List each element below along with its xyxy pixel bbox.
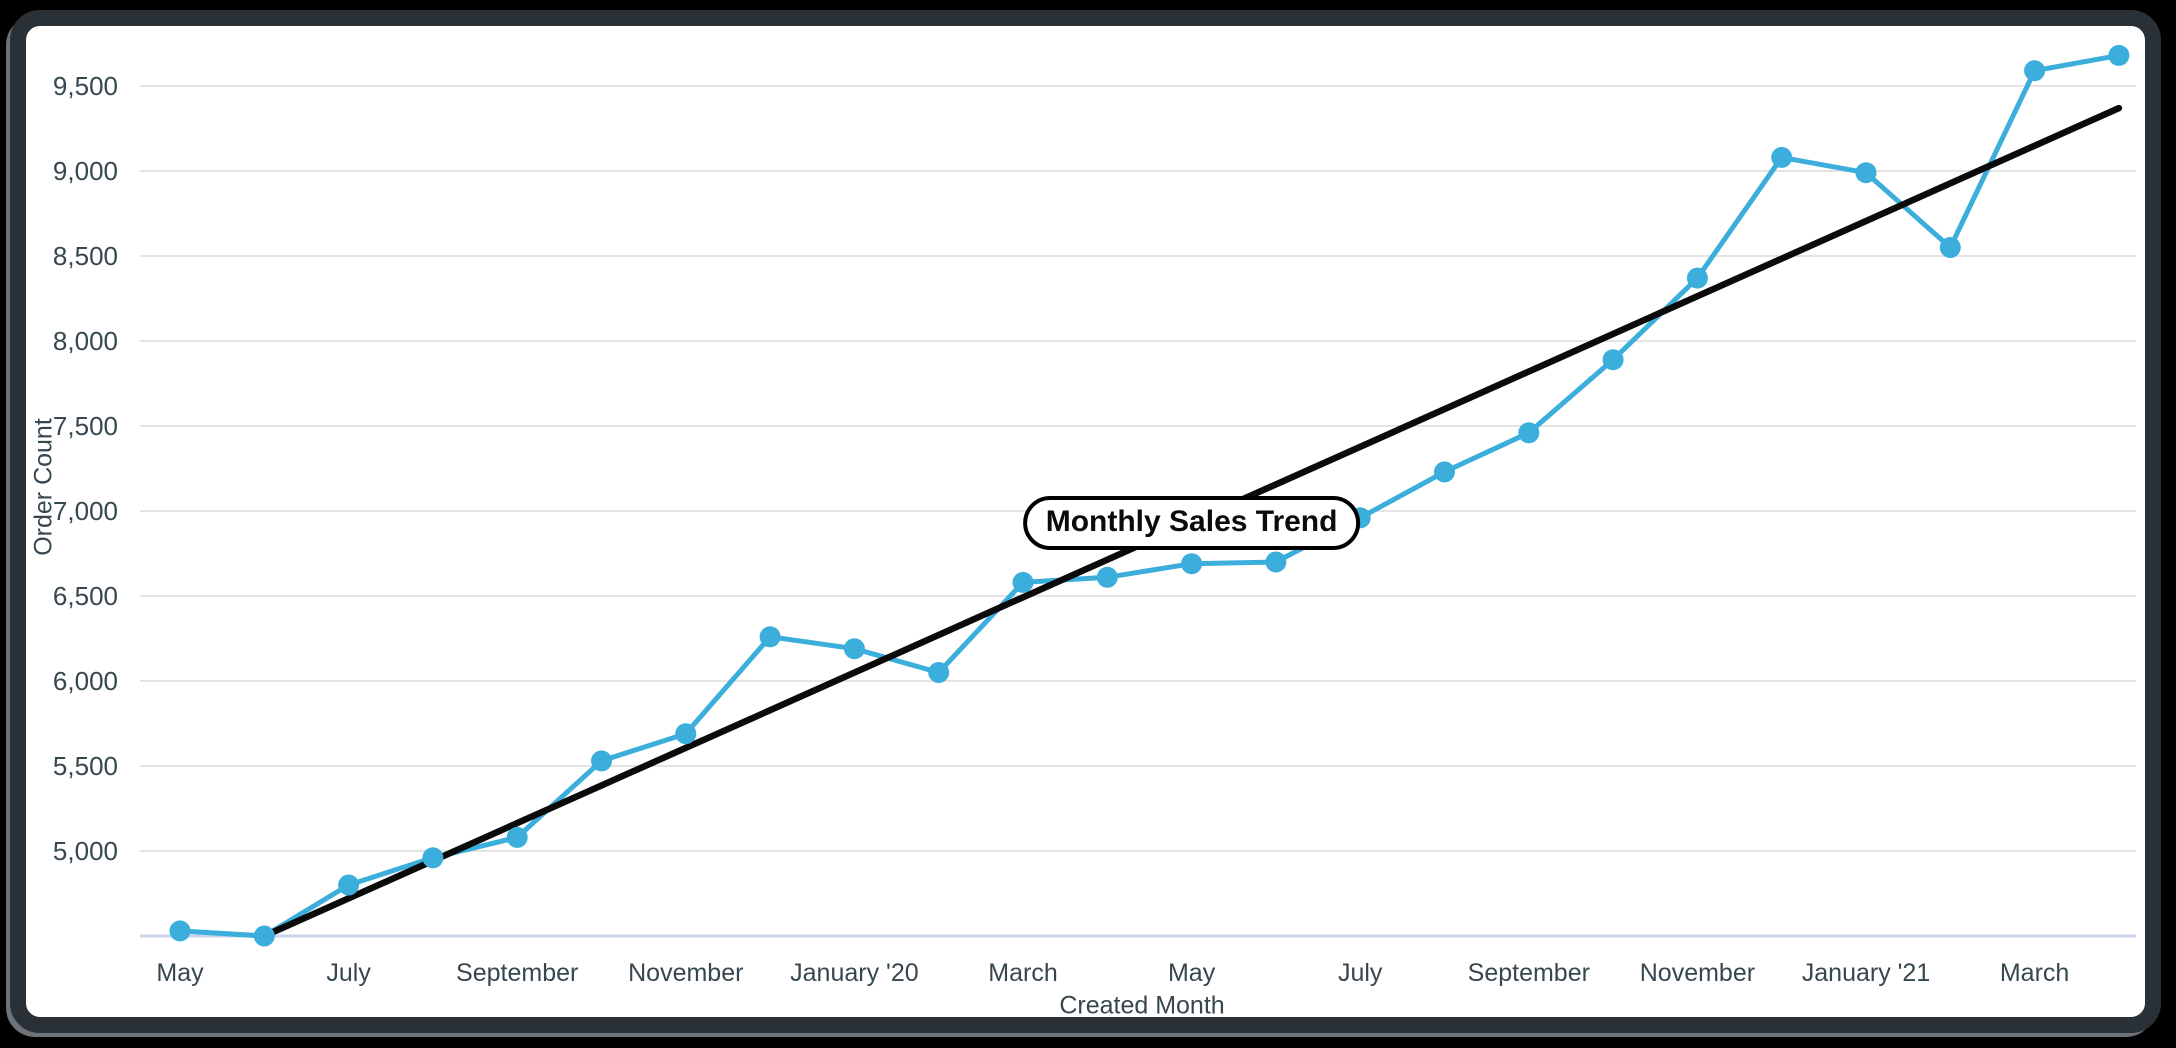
y-tick-label: 7,000 bbox=[53, 496, 118, 526]
data-point[interactable] bbox=[1012, 571, 1034, 593]
data-point[interactable] bbox=[338, 874, 360, 896]
data-point[interactable] bbox=[759, 626, 781, 648]
x-axis-title: Created Month bbox=[1059, 991, 1225, 1020]
data-point[interactable] bbox=[1602, 349, 1624, 371]
data-point[interactable] bbox=[675, 723, 697, 745]
y-tick-label: 7,500 bbox=[53, 411, 118, 441]
data-point[interactable] bbox=[2108, 44, 2130, 66]
y-axis-title: Order Count bbox=[29, 418, 58, 556]
y-tick-label: 6,000 bbox=[53, 666, 118, 696]
data-point[interactable] bbox=[1686, 267, 1708, 289]
y-tick-label: 6,500 bbox=[53, 581, 118, 611]
data-point[interactable] bbox=[1096, 566, 1118, 588]
x-tick-label: July bbox=[1338, 959, 1383, 987]
data-point[interactable] bbox=[1518, 422, 1540, 444]
x-tick-label: March bbox=[988, 959, 1057, 987]
series-line bbox=[177, 52, 2122, 939]
data-point[interactable] bbox=[591, 750, 612, 772]
trendline-annotation-label[interactable]: Monthly Sales Trend bbox=[1022, 495, 1361, 550]
data-point[interactable] bbox=[506, 826, 528, 848]
data-point[interactable] bbox=[843, 638, 865, 660]
x-tick-label: January '21 bbox=[1802, 959, 1930, 987]
data-point[interactable] bbox=[253, 925, 275, 947]
x-tick-label: March bbox=[2000, 959, 2069, 987]
y-tick-label: 5,000 bbox=[53, 836, 118, 866]
x-tick-label: September bbox=[456, 959, 578, 987]
data-point[interactable] bbox=[928, 662, 950, 683]
data-point[interactable] bbox=[1939, 237, 1961, 258]
data-point[interactable] bbox=[1181, 553, 1203, 575]
y-tick-label: 8,500 bbox=[53, 241, 118, 271]
y-tick-label: 9,000 bbox=[53, 156, 118, 186]
y-tick-label: 9,500 bbox=[53, 71, 118, 101]
x-tick-label: May bbox=[156, 959, 204, 987]
x-tick-label: November bbox=[1640, 959, 1755, 987]
x-tick-label: July bbox=[326, 959, 371, 987]
data-point[interactable] bbox=[1434, 461, 1455, 483]
x-tick-label: September bbox=[1468, 959, 1590, 987]
data-point[interactable] bbox=[169, 920, 191, 942]
data-point[interactable] bbox=[1771, 146, 1793, 168]
y-tick-label: 8,000 bbox=[53, 326, 118, 356]
x-tick-label: May bbox=[1168, 959, 1216, 987]
data-point[interactable] bbox=[1855, 162, 1877, 184]
data-point[interactable] bbox=[422, 847, 444, 869]
x-tick-label: January '20 bbox=[790, 959, 918, 987]
x-tick-label: November bbox=[628, 959, 743, 987]
data-point[interactable] bbox=[2024, 60, 2046, 82]
y-tick-label: 5,500 bbox=[53, 751, 118, 781]
data-point[interactable] bbox=[1265, 551, 1287, 573]
